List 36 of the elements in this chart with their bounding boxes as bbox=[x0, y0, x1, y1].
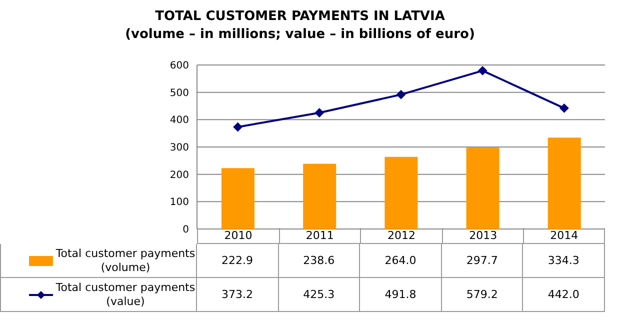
x-tick-label: 2010 bbox=[197, 228, 279, 244]
data-label: 425.3 bbox=[278, 278, 360, 312]
data-label: 264.0 bbox=[360, 244, 442, 278]
bar bbox=[221, 168, 254, 229]
point bbox=[560, 104, 569, 113]
bar bbox=[466, 148, 500, 229]
x-tick-label: 2012 bbox=[360, 228, 442, 244]
y-tick-label: 300 bbox=[170, 142, 189, 154]
point bbox=[233, 122, 242, 132]
y-tick-label: 500 bbox=[170, 88, 189, 99]
x-tick-label: 2013 bbox=[442, 228, 524, 244]
y-tick-label: 600 bbox=[170, 60, 189, 72]
y-tick-label: 200 bbox=[170, 170, 189, 181]
legend-label: Total customer payments (value) bbox=[55, 280, 196, 308]
data-label: 222.9 bbox=[197, 244, 279, 278]
data-label: 297.7 bbox=[442, 244, 524, 278]
y-tick-label: 400 bbox=[170, 115, 189, 126]
bar bbox=[548, 138, 581, 229]
data-label: 491.8 bbox=[360, 278, 442, 312]
bar bbox=[303, 164, 336, 229]
point bbox=[478, 66, 488, 76]
chart-subtitle: (volume – in millions; value – in billions of euro) bbox=[124, 26, 476, 44]
y-tick-label: 100 bbox=[170, 197, 189, 208]
data-label: 579.2 bbox=[442, 278, 524, 312]
chart-title: TOTAL CUSTOMER PAYMENTS IN LATVIA bbox=[154, 8, 446, 26]
bar bbox=[384, 156, 418, 229]
x-tick-label: 2014 bbox=[523, 228, 605, 244]
legend-label: Total customer payments (volume) bbox=[55, 246, 196, 274]
y-tick-label: 0 bbox=[182, 224, 189, 236]
point bbox=[314, 108, 324, 118]
point bbox=[396, 90, 406, 100]
data-label: 373.2 bbox=[197, 278, 279, 312]
data-label: 238.6 bbox=[278, 244, 360, 278]
data-label: 334.3 bbox=[523, 244, 605, 278]
data-label: 442.0 bbox=[523, 278, 605, 312]
x-tick-label: 2011 bbox=[278, 228, 360, 244]
